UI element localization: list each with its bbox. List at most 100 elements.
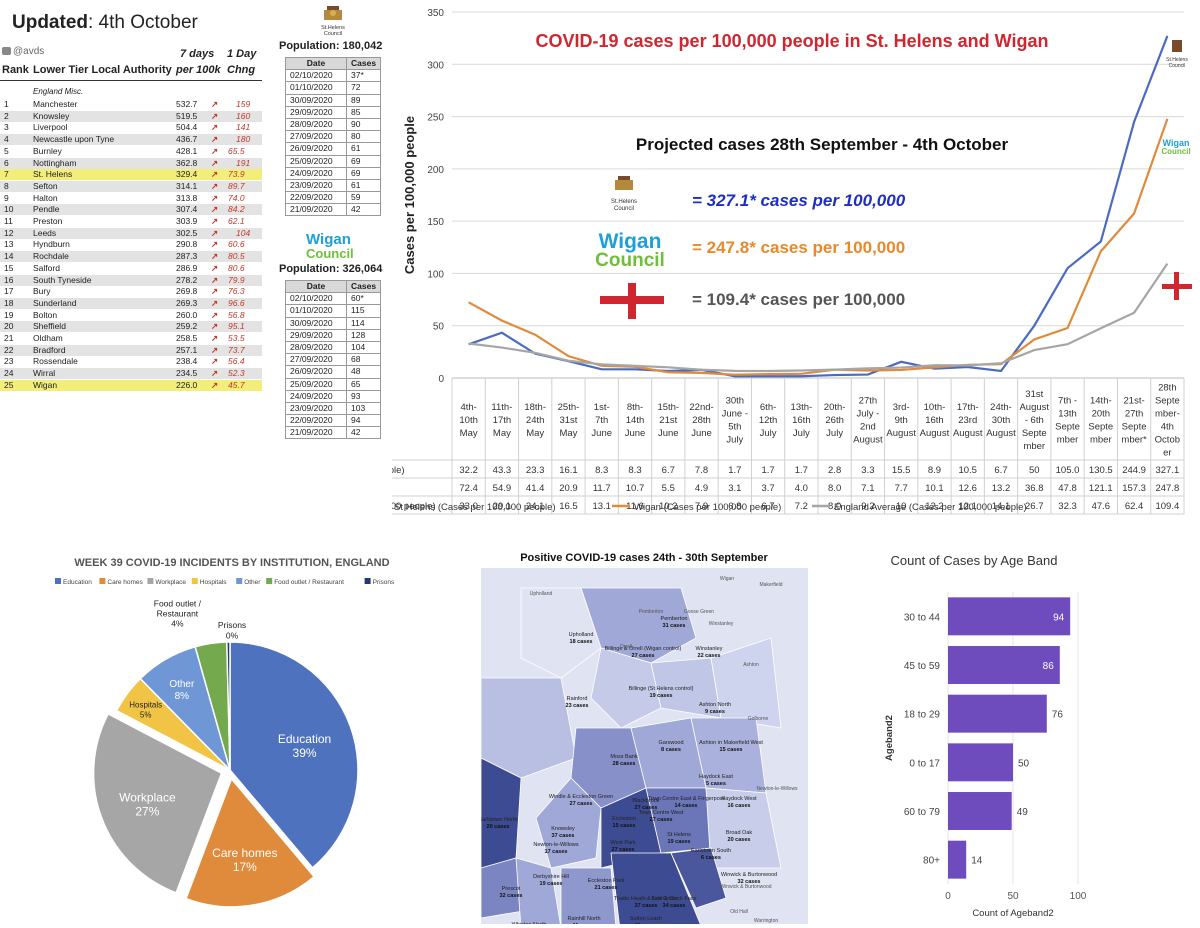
authority-cell: Oldham	[33, 333, 63, 343]
slice-pct: 39%	[293, 746, 317, 760]
date-cell: 22/09/2020	[285, 414, 347, 428]
table-value: 4.9	[695, 483, 708, 494]
map-region	[515, 857, 561, 924]
slice-pct: 27%	[135, 804, 159, 818]
map-region-cases: 21 cases	[595, 885, 618, 891]
map-region-label: Moss Bank	[610, 754, 637, 760]
up-arrow-icon: ↗	[211, 368, 219, 379]
map-region-label: Haydock West	[721, 796, 757, 802]
rank-cell: 23	[4, 356, 14, 367]
series-line	[468, 35, 1169, 378]
cases-row: 25/09/2020 69	[285, 154, 382, 168]
cases-row: 23/09/2020 103	[285, 401, 382, 416]
map-region-label: Pemberton	[661, 616, 688, 622]
map-region	[710, 637, 782, 729]
cases-row: 01/10/2020 115	[285, 304, 382, 318]
x-tick-label: 22nd-	[689, 402, 713, 413]
map-region-label: Knowsley	[551, 826, 575, 832]
cases-cell: 37*	[345, 69, 382, 83]
map-region	[610, 852, 701, 924]
up-arrow-icon: ↗	[211, 192, 219, 203]
table-value: 109.4	[1155, 501, 1179, 512]
up-arrow-icon: ↗	[211, 344, 219, 355]
cases-cell: 61	[345, 142, 382, 156]
change-cell: 159	[236, 99, 251, 109]
ranking-row: 20 Sheffield 259.2 ↗ 95.1	[0, 321, 262, 333]
rate-cell: 258.5	[176, 333, 198, 343]
ranking-row: 22 Bradford 257.1 ↗ 73.7	[0, 344, 262, 356]
x-tick-label: 10th-	[924, 402, 946, 413]
table-value: 16.5	[559, 501, 578, 512]
cases-row: 27/09/2020 80	[285, 130, 382, 144]
x-tick-label: 20th-	[824, 402, 846, 413]
projection-value: = 247.8* cases per 100,000	[692, 238, 905, 257]
x-tick-label: er	[1163, 448, 1171, 459]
twitter-icon	[2, 47, 11, 56]
map-place-name: Pemberton	[639, 609, 664, 615]
x-tick-label: 18th-	[524, 402, 546, 413]
sthelens-crest-name: St.Helens	[321, 25, 345, 31]
cases-row: 29/09/2020 128	[285, 328, 382, 342]
bar-value-label: 86	[1043, 661, 1055, 672]
change-cell: 104	[236, 227, 251, 238]
x-tick-label: 4th	[1161, 422, 1174, 433]
map-region-cases: 18 cases	[570, 639, 593, 645]
bar	[948, 792, 1012, 830]
y-tick-label: 300	[427, 60, 444, 71]
map-place-name: Ashton	[743, 662, 759, 668]
bar	[948, 840, 967, 879]
rate-cell: 313.8	[176, 192, 198, 203]
table-value: 327.1	[1155, 465, 1179, 476]
map-region-label: Winstanley	[696, 646, 723, 652]
map-region-cases: 32 cases	[500, 893, 523, 899]
up-arrow-icon: ↗	[211, 274, 219, 285]
x-tick-label: June	[691, 428, 712, 439]
map-region-cases: 9 cases	[705, 709, 725, 715]
authority-cell: Newcastle upon Tyne	[33, 134, 115, 145]
table-value: 43.3	[493, 465, 512, 476]
table-value: 14.1	[992, 501, 1011, 512]
table-value: 13.2	[992, 483, 1011, 494]
map-region	[670, 847, 727, 909]
x-tick-label: May	[526, 428, 544, 439]
map-place-name: Chapelford	[649, 922, 674, 924]
rate-cell: 290.8	[176, 239, 198, 250]
x-tick-label: 27th	[859, 396, 878, 407]
map-region-cases: 23 cases	[566, 703, 589, 709]
x-tick-label: 23rd	[958, 415, 977, 426]
change-cell: 160	[236, 110, 251, 121]
x-tick-label: 15th-	[657, 402, 679, 413]
map-region-cases: 22 cases	[698, 653, 721, 659]
slice-label: Workplace	[119, 790, 176, 804]
table-value: 62.4	[1125, 501, 1144, 512]
x-tick-label: 6th-	[760, 402, 776, 413]
ranking-row: 2 Knowsley 519.5 ↗ 160	[0, 110, 262, 122]
map-region-label: Eccleston	[612, 816, 636, 822]
bar-value-label: 14	[971, 856, 983, 867]
x-tick-label: 10th	[459, 415, 478, 426]
map-region-cases: 6 cases	[701, 855, 721, 861]
table-value: 130.5	[1089, 465, 1113, 476]
cases-row: 21/09/2020 42	[285, 203, 382, 217]
change-cell: 89.7	[228, 180, 245, 191]
y-tick-label: 200	[427, 165, 444, 176]
x-tick-label: August	[953, 428, 983, 439]
up-arrow-icon: ↗	[211, 134, 219, 145]
table-value: 8.3	[628, 465, 641, 476]
cases-cell: 89	[345, 93, 382, 107]
map-region-cases: 8 cases	[661, 747, 681, 753]
bar-title: Count of Cases by Age Band	[891, 553, 1058, 568]
chart-title: COVID-19 cases per 100,000 people in St.…	[535, 31, 1048, 51]
up-arrow-icon: ↗	[211, 145, 219, 156]
x-tick-label: 30th	[726, 396, 745, 407]
england-cross-icon	[628, 283, 636, 319]
x-tick-label: 9th	[895, 415, 908, 426]
date-cell: 02/10/2020	[285, 69, 347, 83]
ranking-row: 12 Leeds 302.5 ↗ 104	[0, 227, 262, 239]
map-region-label: Rainford	[567, 696, 588, 702]
line-chart: 0 50 100 150 200 250 300 350 Cases per 100,000 p…	[392, 8, 1192, 515]
map-region-cases: 19 cases	[650, 693, 673, 699]
rank-cell: 16	[4, 274, 14, 285]
